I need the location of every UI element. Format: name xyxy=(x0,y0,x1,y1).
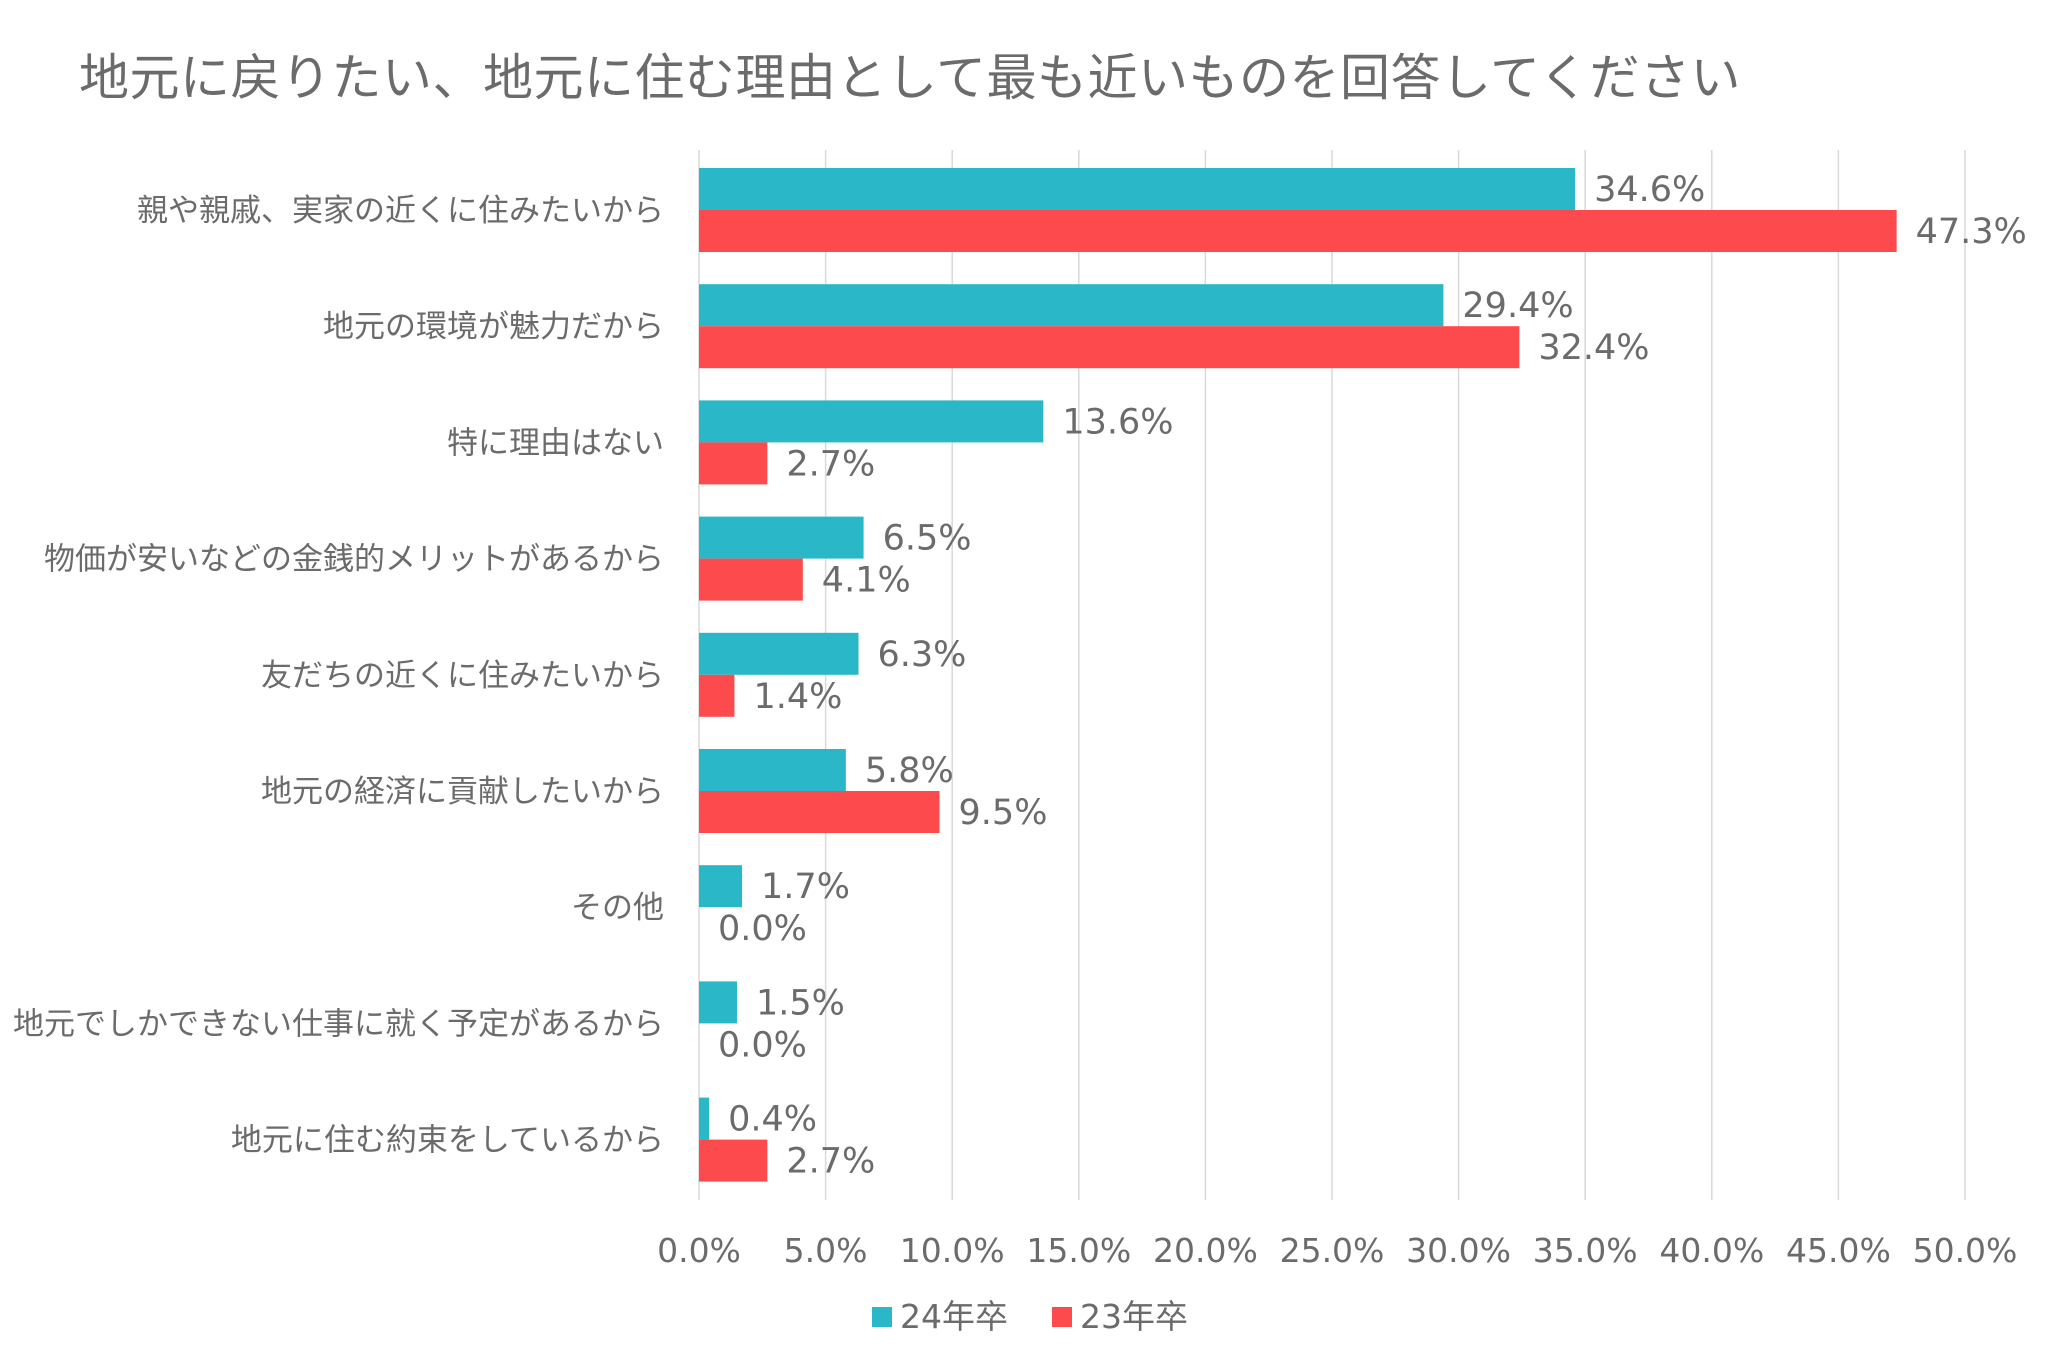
bar-series-2 xyxy=(699,1139,768,1182)
bar-series-2 xyxy=(699,674,735,717)
legend-label: 23年卒 xyxy=(1080,1297,1188,1336)
category-label: 物価が安いなどの金銭的メリットがあるから xyxy=(44,542,664,578)
x-axis-tick-labels: 0.0% 5.0% 10.0% 15.0% 20.0% 25.0% 30.0% 35.0% 40… xyxy=(657,1231,2017,1270)
data-label: 32.4% xyxy=(1538,328,1649,368)
data-label: 0.0% xyxy=(718,909,807,949)
data-label: 1.4% xyxy=(753,677,842,717)
chart-title: 地元に戻りたい、地元に住む理由として最も近いものを回答してください xyxy=(79,49,1741,107)
data-label: 9.5% xyxy=(959,793,1048,833)
legend: 24年卒 23年卒 xyxy=(872,1297,1188,1336)
x-tick-label: 50.0% xyxy=(1913,1231,2018,1270)
category-label: 地元に住む約束をしているから xyxy=(231,1123,664,1159)
x-tick-label: 20.0% xyxy=(1153,1231,1258,1270)
data-label: 29.4% xyxy=(1462,286,1573,326)
x-tick-label: 15.0% xyxy=(1026,1231,1131,1270)
category-label: 地元の経済に貢献したいから xyxy=(261,774,664,810)
x-tick-label: 25.0% xyxy=(1280,1231,1385,1270)
data-label: 13.6% xyxy=(1062,402,1173,442)
data-label: 6.3% xyxy=(878,635,967,675)
x-tick-label: 30.0% xyxy=(1406,1231,1511,1270)
legend-swatch xyxy=(1052,1307,1072,1327)
bar-series-1 xyxy=(699,516,864,559)
category-label: 特に理由はない xyxy=(447,425,664,461)
data-label: 2.7% xyxy=(786,444,875,484)
data-label: 47.3% xyxy=(1916,212,2027,252)
x-tick-label: 35.0% xyxy=(1533,1231,1638,1270)
data-label: 5.8% xyxy=(865,751,954,791)
category-label: 地元でしかできない仕事に就く予定があるから xyxy=(13,1006,664,1042)
category-label: その他 xyxy=(571,890,664,926)
data-label: 0.0% xyxy=(718,1025,807,1065)
data-label: 2.7% xyxy=(786,1142,875,1182)
bars xyxy=(699,168,1897,1182)
bar-series-1 xyxy=(699,632,859,675)
bar-series-2 xyxy=(699,210,1897,252)
data-label: 0.4% xyxy=(728,1100,817,1140)
bar-series-1 xyxy=(699,749,846,791)
legend-swatch xyxy=(872,1307,892,1327)
data-label: 1.7% xyxy=(761,867,850,907)
category-label: 友だちの近くに住みたいから xyxy=(261,658,664,694)
x-tick-label: 40.0% xyxy=(1659,1231,1764,1270)
x-tick-label: 0.0% xyxy=(657,1231,741,1270)
bar-series-2 xyxy=(699,326,1520,369)
x-tick-label: 5.0% xyxy=(784,1231,868,1270)
legend-label: 24年卒 xyxy=(900,1297,1008,1336)
x-tick-label: 45.0% xyxy=(1786,1231,1891,1270)
data-label: 1.5% xyxy=(756,983,845,1023)
x-tick-label: 10.0% xyxy=(900,1231,1005,1270)
data-label: 6.5% xyxy=(883,519,972,559)
bar-series-1 xyxy=(699,168,1576,210)
bar-series-1 xyxy=(699,1097,710,1140)
bar-series-1 xyxy=(699,865,743,908)
bar-series-1 xyxy=(699,400,1044,443)
data-labels: 34.6%47.3%29.4%32.4%13.6%2.7%6.5%4.1%6.3… xyxy=(718,170,2027,1182)
data-label: 34.6% xyxy=(1594,170,1705,210)
category-label: 地元の環境が魅力だから xyxy=(323,309,664,345)
bar-series-2 xyxy=(699,558,803,601)
data-label: 4.1% xyxy=(822,561,911,601)
category-label: 親や親戚、実家の近くに住みたいから xyxy=(137,193,664,229)
bar-series-2 xyxy=(699,791,940,833)
bar-series-1 xyxy=(699,284,1444,327)
bar-series-2 xyxy=(699,442,768,485)
category-labels: 親や親戚、実家の近くに住みたいから地元の環境が魅力だから特に理由はない物価が安い… xyxy=(13,193,664,1159)
bar-series-1 xyxy=(699,981,737,1024)
